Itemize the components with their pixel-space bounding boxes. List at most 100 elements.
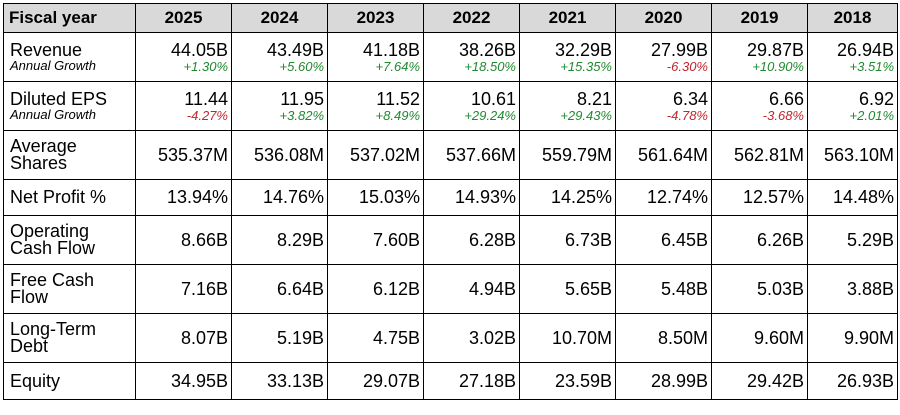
year-header: 2021 xyxy=(519,3,616,33)
value: 4.94B xyxy=(468,278,516,299)
value: 9.90M xyxy=(843,327,894,348)
value-cell: 15.03% xyxy=(327,179,424,216)
value: 9.60M xyxy=(753,327,804,348)
value-cell: 28.99B xyxy=(615,362,712,400)
value: 15.03% xyxy=(358,187,420,207)
value-cell: 27.99B -6.30% xyxy=(615,32,712,82)
value: 7.60B xyxy=(372,229,420,250)
value-cell: 6.64B xyxy=(231,264,328,314)
value-cell: 5.65B xyxy=(519,264,616,314)
value-cell: 11.95 +3.82% xyxy=(231,81,328,131)
value: 536.08M xyxy=(253,144,324,165)
value-cell: 7.60B xyxy=(327,215,424,265)
value-cell: 8.07B xyxy=(135,313,232,363)
growth-value: +15.35% xyxy=(560,58,612,74)
value-cell: 5.19B xyxy=(231,313,328,363)
value-cell: 8.50M xyxy=(615,313,712,363)
value: 5.48B xyxy=(660,278,708,299)
year-header: 2020 xyxy=(615,3,712,33)
row-label: Average Shares xyxy=(10,136,77,173)
value-cell: 563.10M xyxy=(807,130,898,180)
value: 6.64B xyxy=(276,278,324,299)
value: 14.48% xyxy=(832,187,894,207)
value: 537.66M xyxy=(445,144,516,165)
value: 561.64M xyxy=(637,144,708,165)
value: 14.25% xyxy=(550,187,612,207)
diluted-eps-row: Diluted EPS Annual Growth 11.44 -4.27% 11.95… xyxy=(3,81,898,131)
value-cell: 6.45B xyxy=(615,215,712,265)
value: 29.87B xyxy=(746,39,804,60)
value: 14.93% xyxy=(454,187,516,207)
value-cell: 537.02M xyxy=(327,130,424,180)
value-cell: 6.66 -3.68% xyxy=(711,81,808,131)
growth-value: -4.78% xyxy=(666,107,708,123)
value-cell: 8.21 +29.43% xyxy=(519,81,616,131)
growth-value: +3.82% xyxy=(279,107,324,123)
value: 11.95 xyxy=(280,88,324,109)
fiscal-year-header: Fiscal year xyxy=(3,3,136,33)
value-cell: 5.48B xyxy=(615,264,712,314)
header-row: Fiscal year 2025 2024 2023 2022 2021 202… xyxy=(3,3,898,33)
value: 10.61 xyxy=(470,88,516,109)
row-label: Diluted EPS xyxy=(10,88,108,109)
value-cell: 12.74% xyxy=(615,179,712,216)
value: 44.05B xyxy=(170,39,228,60)
long-term-debt-row: Long-Term Debt 8.07B 5.19B 4.75B 3.02B 10.70M… xyxy=(3,313,898,363)
row-label: Equity xyxy=(10,370,61,391)
value-cell: 13.94% xyxy=(135,179,232,216)
value-cell: 6.92 +2.01% xyxy=(807,81,898,131)
value: 7.16B xyxy=(180,278,228,299)
value-cell: 5.03B xyxy=(711,264,808,314)
value: 29.07B xyxy=(362,370,420,391)
row-label-cell: Equity xyxy=(3,362,136,400)
value-cell: 9.90M xyxy=(807,313,898,363)
value: 535.37M xyxy=(157,144,228,165)
value-cell: 9.60M xyxy=(711,313,808,363)
value: 8.21 xyxy=(576,88,612,109)
row-label: Net Profit % xyxy=(10,187,107,207)
value: 6.28B xyxy=(468,229,516,250)
value: 11.44 xyxy=(184,88,228,109)
average-shares-row: Average Shares 535.37M 536.08M 537.02M 537.6… xyxy=(3,130,898,180)
value-cell: 3.88B xyxy=(807,264,898,314)
growth-value: +10.90% xyxy=(752,58,804,74)
revenue-row: Revenue Annual Growth 44.05B +1.30% 43.49B +5… xyxy=(3,32,898,82)
value: 563.10M xyxy=(823,144,894,165)
value-cell: 29.07B xyxy=(327,362,424,400)
value: 537.02M xyxy=(349,144,420,165)
value-cell: 26.93B xyxy=(807,362,898,400)
row-label: Long-Term Debt xyxy=(10,319,97,356)
operating-cash-flow-row: Operating Cash Flow 8.66B 8.29B 7.60B 6.28B 6… xyxy=(3,215,898,265)
value: 6.73B xyxy=(564,229,612,250)
value-cell: 6.34 -4.78% xyxy=(615,81,712,131)
value: 5.65B xyxy=(564,278,612,299)
free-cash-flow-row: Free Cash Flow 7.16B 6.64B 6.12B 4.94B 5.65B 5… xyxy=(3,264,898,314)
value-cell: 6.28B xyxy=(423,215,520,265)
value-cell: 26.94B +3.51% xyxy=(807,32,898,82)
value-cell: 29.87B +10.90% xyxy=(711,32,808,82)
value: 6.45B xyxy=(660,229,708,250)
value: 8.50M xyxy=(657,327,708,348)
value: 8.07B xyxy=(180,327,228,348)
row-label-cell: Average Shares xyxy=(3,130,136,180)
value: 10.70M xyxy=(551,327,612,348)
year-header: 2025 xyxy=(135,3,232,33)
value-cell: 7.16B xyxy=(135,264,232,314)
value: 34.95B xyxy=(170,370,228,391)
value-cell: 5.29B xyxy=(807,215,898,265)
value-cell: 44.05B +1.30% xyxy=(135,32,232,82)
value-cell: 10.70M xyxy=(519,313,616,363)
value: 13.94% xyxy=(166,187,228,207)
equity-row: Equity 34.95B 33.13B 29.07B 27.18B 23.59B 28.9… xyxy=(3,362,898,400)
growth-value: +2.01% xyxy=(849,107,894,123)
value: 11.52 xyxy=(376,88,420,109)
value: 12.57% xyxy=(742,187,804,207)
year-header: 2022 xyxy=(423,3,520,33)
value-cell: 6.26B xyxy=(711,215,808,265)
value: 6.34 xyxy=(672,88,708,109)
value-cell: 43.49B +5.60% xyxy=(231,32,328,82)
growth-value: +8.49% xyxy=(375,107,420,123)
value-cell: 536.08M xyxy=(231,130,328,180)
row-label-cell: Free Cash Flow xyxy=(3,264,136,314)
growth-value: -4.27% xyxy=(186,107,228,123)
